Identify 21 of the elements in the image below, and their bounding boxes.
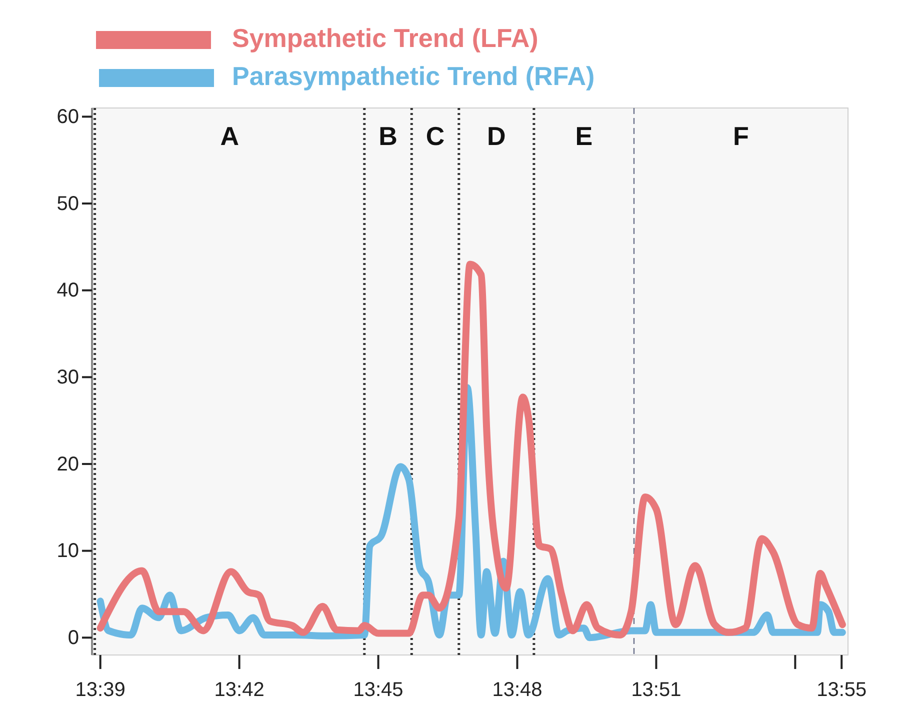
y-tick-label: 0 <box>68 627 79 650</box>
x-tick-label: 13:39 <box>75 679 126 701</box>
annotation: D <box>487 120 506 151</box>
y-tick-label: 30 <box>56 366 79 389</box>
x-tick-label: 13:42 <box>214 679 264 701</box>
annotation: C <box>426 120 445 151</box>
y-tick-label: 50 <box>56 192 79 215</box>
y-tick-label: 60 <box>56 106 79 128</box>
x-tick-label: 13:45 <box>353 679 404 701</box>
legend-label: Sympathetic Trend (LFA) <box>232 22 538 53</box>
x-tick-label: 13:55 <box>816 679 867 701</box>
annotation: E <box>575 120 593 151</box>
y-tick-label: 40 <box>56 280 79 302</box>
x-tick-label: 13:51 <box>631 679 682 701</box>
legend-label: Parasympathetic Trend (RFA) <box>232 60 595 91</box>
annotation: A <box>220 120 240 151</box>
annotation: F <box>733 120 749 151</box>
annotation: B <box>378 120 398 151</box>
x-tick-label: 13:48 <box>492 679 542 701</box>
y-tick-label: 10 <box>56 540 79 562</box>
y-tick-label: 20 <box>56 453 79 476</box>
